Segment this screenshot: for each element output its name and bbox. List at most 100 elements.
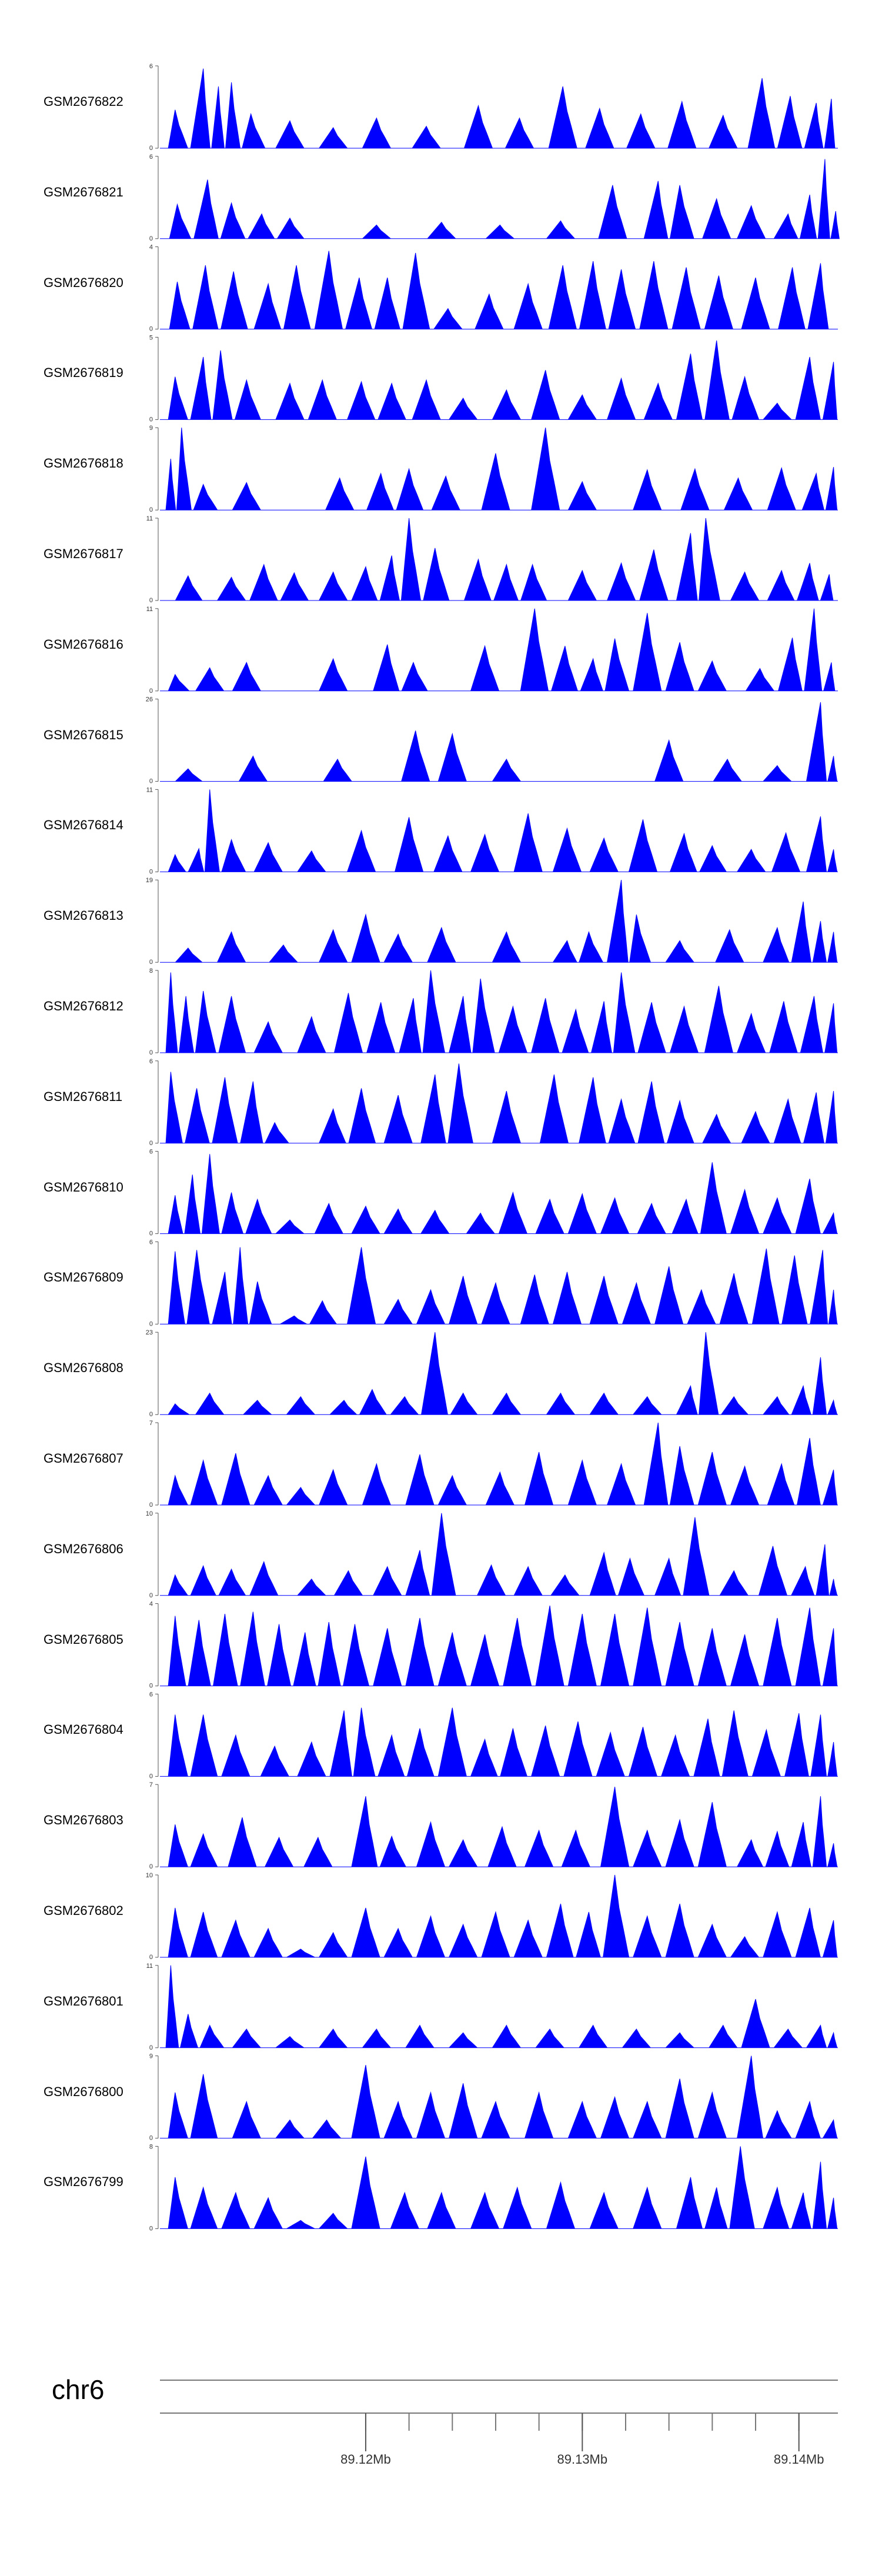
coverage-area bbox=[160, 1513, 838, 1596]
y-max-label: 8 bbox=[149, 2143, 153, 2150]
y-max-label: 10 bbox=[146, 1872, 153, 1879]
y-max-label: 4 bbox=[149, 1601, 153, 1608]
y-max-label: 11 bbox=[146, 786, 153, 793]
y-min-label: 0 bbox=[149, 868, 153, 875]
y-max-label: 9 bbox=[149, 2053, 153, 2060]
y-max-label: 23 bbox=[146, 1329, 153, 1336]
track-label: GSM2676808 bbox=[44, 1360, 123, 1376]
y-max-label: 10 bbox=[146, 1510, 153, 1517]
track-GSM2676818: 90 bbox=[149, 425, 838, 513]
track-label: GSM2676809 bbox=[44, 1270, 123, 1285]
y-min-label: 0 bbox=[149, 2225, 153, 2232]
coverage-area bbox=[160, 1874, 838, 1958]
y-min-label: 0 bbox=[149, 235, 153, 242]
y-min-label: 0 bbox=[149, 1320, 153, 1327]
y-max-label: 11 bbox=[146, 1963, 153, 1970]
track-GSM2676800: 90 bbox=[149, 2053, 838, 2142]
coverage-area bbox=[160, 1787, 838, 1867]
track-GSM2676807: 70 bbox=[149, 1420, 838, 1509]
track-GSM2676804: 60 bbox=[149, 1691, 838, 1780]
y-min-label: 0 bbox=[149, 688, 153, 695]
coverage-area bbox=[160, 68, 838, 149]
y-max-label: 6 bbox=[149, 1691, 153, 1698]
track-GSM2676808: 23 0 bbox=[146, 1329, 838, 1418]
track-GSM2676801: 11 0 bbox=[146, 1963, 838, 2051]
track-label: GSM2676815 bbox=[44, 727, 123, 742]
y-min-label: 0 bbox=[149, 1592, 153, 1599]
y-max-label: 7 bbox=[149, 1420, 153, 1427]
track-GSM2676815: 26 0 bbox=[146, 696, 838, 785]
coverage-area bbox=[160, 970, 838, 1053]
track-label: GSM2676812 bbox=[44, 999, 123, 1013]
coverage-area bbox=[160, 1063, 838, 1144]
coverage-area bbox=[160, 2056, 838, 2139]
y-min-label: 0 bbox=[149, 1773, 153, 1780]
y-min-label: 0 bbox=[149, 597, 153, 604]
y-max-label: 6 bbox=[149, 1058, 153, 1065]
track-GSM2676819: 50 bbox=[149, 334, 838, 423]
coverage-area bbox=[160, 428, 838, 510]
y-min-label: 0 bbox=[149, 2044, 153, 2051]
track-GSM2676802: 10 0 bbox=[146, 1872, 838, 1961]
coverage-area bbox=[160, 340, 838, 420]
track-label: GSM2676802 bbox=[44, 1903, 123, 1918]
track-GSM2676820: 40 bbox=[149, 244, 838, 333]
track-label: GSM2676803 bbox=[44, 1813, 123, 1828]
y-max-label: 6 bbox=[149, 63, 153, 70]
coverage-area bbox=[160, 1606, 838, 1687]
y-max-label: 4 bbox=[149, 244, 153, 251]
track-GSM2676817: 11 0 bbox=[146, 515, 838, 604]
y-max-label: 7 bbox=[149, 1781, 153, 1788]
y-min-label: 0 bbox=[149, 506, 153, 513]
y-min-label: 0 bbox=[149, 416, 153, 423]
track-label: GSM2676804 bbox=[44, 1722, 123, 1737]
coverage-area bbox=[160, 1707, 838, 1777]
track-label: GSM2676805 bbox=[44, 1631, 123, 1647]
y-min-label: 0 bbox=[149, 2135, 153, 2142]
x-tick-label: 89.13Mb bbox=[557, 2452, 608, 2467]
y-min-label: 0 bbox=[149, 1230, 153, 1237]
x-tick-label: 89.12Mb bbox=[340, 2452, 391, 2467]
coverage-area bbox=[160, 159, 840, 239]
track-GSM2676805: 40 bbox=[149, 1601, 838, 1690]
y-min-label: 0 bbox=[149, 1954, 153, 1961]
y-max-label: 6 bbox=[149, 1149, 153, 1156]
track-label: GSM2676807 bbox=[44, 1451, 123, 1466]
track-GSM2676821: 60 bbox=[149, 154, 840, 242]
y-min-label: 0 bbox=[149, 1411, 153, 1418]
x-axis: 89.12Mb 89.13Mb 89.14Mb bbox=[160, 2380, 838, 2467]
track-label: GSM2676799 bbox=[44, 2174, 123, 2190]
track-label: GSM2676816 bbox=[44, 636, 123, 652]
y-max-label: 26 bbox=[146, 696, 153, 703]
y-min-label: 0 bbox=[149, 1049, 153, 1056]
y-max-label: 9 bbox=[149, 425, 153, 432]
y-min-label: 0 bbox=[149, 326, 153, 333]
track-GSM2676813: 19 0 bbox=[146, 877, 838, 966]
y-min-label: 0 bbox=[149, 145, 153, 152]
track-label: GSM2676820 bbox=[44, 275, 123, 290]
x-tick-label: 89.14Mb bbox=[774, 2452, 824, 2467]
y-max-label: 11 bbox=[146, 515, 153, 522]
coverage-area bbox=[160, 1154, 838, 1234]
coverage-area bbox=[160, 1332, 838, 1415]
coverage-area bbox=[160, 251, 838, 330]
coverage-area bbox=[160, 2146, 838, 2229]
track-GSM2676812: 80 bbox=[149, 967, 838, 1056]
coverage-area bbox=[160, 702, 838, 782]
track-label: GSM2676801 bbox=[44, 1993, 123, 2008]
y-max-label: 6 bbox=[149, 154, 153, 161]
y-max-label: 5 bbox=[149, 334, 153, 341]
track-GSM2676822: 60 bbox=[149, 63, 838, 152]
y-max-label: 19 bbox=[146, 877, 153, 884]
coverage-area bbox=[160, 1247, 838, 1324]
y-min-label: 0 bbox=[149, 1140, 153, 1147]
coverage-area bbox=[160, 1965, 838, 2048]
y-max-label: 8 bbox=[149, 967, 153, 975]
coverage-area bbox=[160, 1422, 838, 1506]
coverage-area bbox=[160, 789, 838, 872]
coverage-area bbox=[160, 880, 838, 963]
y-min-label: 0 bbox=[149, 778, 153, 785]
track-label: GSM2676822 bbox=[44, 94, 123, 109]
